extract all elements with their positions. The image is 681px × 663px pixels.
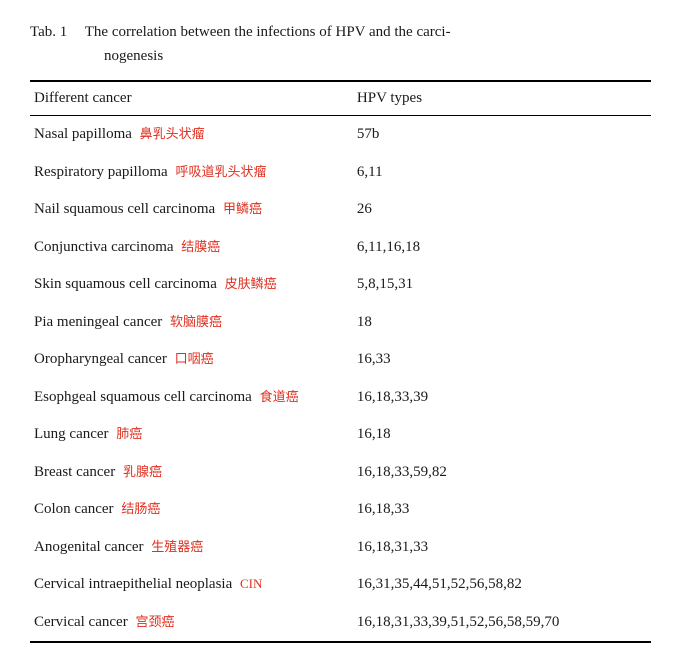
cell-cancer: Respiratory papilloma 呼吸道乳头状瘤: [30, 154, 353, 192]
hpv-correlation-table: Different cancer HPV types Nasal papillo…: [30, 80, 651, 643]
table-body: Nasal papilloma 鼻乳头状瘤 57b Respiratory pa…: [30, 116, 651, 643]
cancer-en: Esophgeal squamous cell carcinoma: [34, 389, 252, 405]
cell-hpv: 6,11: [353, 154, 651, 192]
cell-hpv: 26: [353, 191, 651, 229]
cancer-en: Colon cancer: [34, 501, 114, 517]
col-header-cancer: Different cancer: [30, 81, 353, 116]
cell-cancer: Nail squamous cell carcinoma 甲鳞癌: [30, 191, 353, 229]
cell-cancer: Cervical cancer 宫颈癌: [30, 604, 353, 643]
cancer-cn: 呼吸道乳头状瘤: [171, 164, 266, 179]
col-header-hpv: HPV types: [353, 81, 651, 116]
table-row: Colon cancer 结肠癌 16,18,33: [30, 491, 651, 529]
cell-cancer: Lung cancer 肺癌: [30, 416, 353, 454]
table-row: Nail squamous cell carcinoma 甲鳞癌 26: [30, 191, 651, 229]
cancer-cn: 生殖器癌: [147, 539, 203, 554]
cancer-cn: 软脑膜癌: [166, 314, 222, 329]
cell-cancer: Colon cancer 结肠癌: [30, 491, 353, 529]
caption-text-line1: The correlation between the infections o…: [85, 24, 451, 40]
cell-hpv: 16,18,33: [353, 491, 651, 529]
cell-cancer: Breast cancer 乳腺癌: [30, 454, 353, 492]
cell-hpv: 18: [353, 304, 651, 342]
table-row: Nasal papilloma 鼻乳头状瘤 57b: [30, 116, 651, 154]
cancer-cn: 鼻乳头状瘤: [136, 126, 205, 141]
table-row: Cervical intraepithelial neoplasia CIN 1…: [30, 566, 651, 604]
cell-hpv: 6,11,16,18: [353, 229, 651, 267]
table-row: Respiratory papilloma 呼吸道乳头状瘤 6,11: [30, 154, 651, 192]
cell-hpv: 16,31,35,44,51,52,56,58,82: [353, 566, 651, 604]
cancer-en: Cervical cancer: [34, 614, 128, 630]
cancer-cn: 皮肤鳞癌: [221, 276, 277, 291]
cell-hpv: 16,18,33,59,82: [353, 454, 651, 492]
table-row: Esophgeal squamous cell carcinoma 食道癌 16…: [30, 379, 651, 417]
cell-hpv: 57b: [353, 116, 651, 154]
cell-cancer: Cervical intraepithelial neoplasia CIN: [30, 566, 353, 604]
table-caption: Tab. 1 The correlation between the infec…: [30, 20, 651, 68]
cancer-en: Pia meningeal cancer: [34, 314, 162, 330]
cancer-en: Nail squamous cell carcinoma: [34, 201, 215, 217]
cell-cancer: Esophgeal squamous cell carcinoma 食道癌: [30, 379, 353, 417]
table-row: Breast cancer 乳腺癌 16,18,33,59,82: [30, 454, 651, 492]
cell-hpv: 16,18,31,33,39,51,52,56,58,59,70: [353, 604, 651, 643]
cell-cancer: Skin squamous cell carcinoma 皮肤鳞癌: [30, 266, 353, 304]
cancer-cn: 肺癌: [112, 426, 142, 441]
cancer-cn: 宫颈癌: [131, 614, 174, 629]
cancer-cn: 结膜癌: [177, 239, 220, 254]
cancer-cn: 结肠癌: [117, 501, 160, 516]
cell-hpv: 16,18,31,33: [353, 529, 651, 567]
caption-label: Tab. 1: [30, 20, 81, 44]
cancer-en: Lung cancer: [34, 426, 109, 442]
cancer-cn: CIN: [236, 576, 262, 591]
cell-hpv: 16,18,33,39: [353, 379, 651, 417]
table-row: Pia meningeal cancer 软脑膜癌 18: [30, 304, 651, 342]
table-row: Skin squamous cell carcinoma 皮肤鳞癌 5,8,15…: [30, 266, 651, 304]
cell-hpv: 16,33: [353, 341, 651, 379]
cell-cancer: Conjunctiva carcinoma 结膜癌: [30, 229, 353, 267]
table-row: Cervical cancer 宫颈癌 16,18,31,33,39,51,52…: [30, 604, 651, 643]
cancer-en: Nasal papilloma: [34, 126, 132, 142]
cancer-en: Anogenital cancer: [34, 539, 144, 555]
cancer-cn: 食道癌: [256, 389, 299, 404]
cancer-cn: 甲鳞癌: [219, 201, 262, 216]
table-row: Anogenital cancer 生殖器癌 16,18,31,33: [30, 529, 651, 567]
cell-hpv: 16,18: [353, 416, 651, 454]
cancer-en: Respiratory papilloma: [34, 164, 168, 180]
cell-cancer: Oropharyngeal cancer 口咽癌: [30, 341, 353, 379]
cancer-cn: 乳腺癌: [119, 464, 162, 479]
cancer-en: Breast cancer: [34, 464, 115, 480]
cancer-cn: 口咽癌: [171, 351, 214, 366]
table-row: Conjunctiva carcinoma 结膜癌 6,11,16,18: [30, 229, 651, 267]
cancer-en: Oropharyngeal cancer: [34, 351, 167, 367]
cancer-en: Conjunctiva carcinoma: [34, 239, 174, 255]
table-row: Oropharyngeal cancer 口咽癌 16,33: [30, 341, 651, 379]
cell-cancer: Nasal papilloma 鼻乳头状瘤: [30, 116, 353, 154]
cell-hpv: 5,8,15,31: [353, 266, 651, 304]
table-row: Lung cancer 肺癌 16,18: [30, 416, 651, 454]
cell-cancer: Anogenital cancer 生殖器癌: [30, 529, 353, 567]
caption-text-line2: nogenesis: [30, 44, 651, 68]
cancer-en: Skin squamous cell carcinoma: [34, 276, 217, 292]
table-header-row: Different cancer HPV types: [30, 81, 651, 116]
cell-cancer: Pia meningeal cancer 软脑膜癌: [30, 304, 353, 342]
